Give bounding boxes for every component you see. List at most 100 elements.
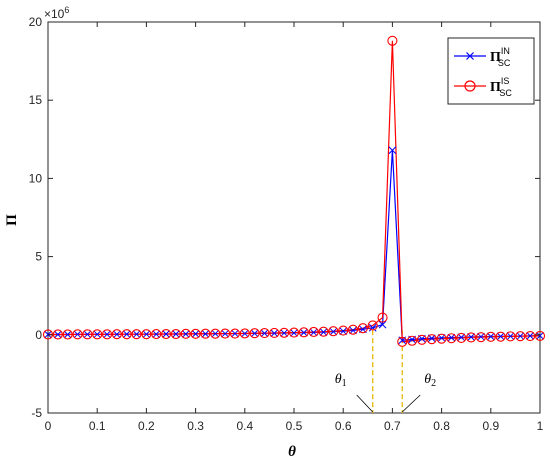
x-tick-label: 0 <box>45 419 52 433</box>
data-point-series-1 <box>319 328 328 336</box>
data-point-series-2 <box>466 332 477 343</box>
data-point-series-1 <box>309 328 318 337</box>
data-point-series-1 <box>250 329 259 338</box>
data-point-series-2 <box>367 320 378 331</box>
legend-entry-series-1: ΠIN SC <box>454 46 511 68</box>
data-point-series-1 <box>359 325 367 334</box>
data-point-series-1 <box>270 329 279 338</box>
data-point-series-2 <box>357 323 368 334</box>
data-point-series-2 <box>426 334 437 345</box>
data-point-series-1 <box>486 332 495 341</box>
data-point-series-1 <box>181 330 190 338</box>
x-tick-label: 0.8 <box>433 419 450 433</box>
data-point-series-1 <box>437 334 446 342</box>
y-tick-label: 20 <box>29 15 43 29</box>
legend-marker-x-icon <box>466 52 474 60</box>
data-point-series-1 <box>526 332 535 340</box>
data-point-series-2 <box>239 328 250 339</box>
data-point-series-2 <box>131 329 142 340</box>
data-point-series-2 <box>82 329 93 340</box>
y-tick-label: 0 <box>35 328 42 342</box>
data-point-series-2 <box>308 326 319 338</box>
data-point-series-2 <box>141 329 152 340</box>
data-point-series-2 <box>92 329 103 340</box>
data-point-series-1 <box>280 329 289 337</box>
data-point-series-2 <box>505 331 516 342</box>
data-point-series-1 <box>467 333 475 341</box>
data-point-series-2 <box>298 327 309 338</box>
data-point-series-1 <box>260 329 269 338</box>
data-point-series-2 <box>495 331 506 342</box>
data-point-series-2 <box>72 329 83 340</box>
data-point-series-1 <box>53 330 62 339</box>
data-point-series-2 <box>397 336 408 347</box>
data-point-series-1 <box>103 330 111 339</box>
data-point-series-2 <box>101 329 113 340</box>
data-point-series-1 <box>299 328 308 337</box>
data-point-series-2 <box>249 328 260 339</box>
data-point-series-2 <box>151 328 162 340</box>
data-point-series-2 <box>318 326 329 337</box>
data-point-series-2 <box>52 329 63 340</box>
data-point-series-1 <box>290 329 298 337</box>
data-point-series-2 <box>436 333 447 344</box>
data-point-series-2 <box>377 312 388 323</box>
data-point-series-2 <box>210 328 221 339</box>
data-point-series-2 <box>485 331 496 342</box>
data-point-series-1 <box>457 333 466 342</box>
data-point-series-2 <box>62 329 73 340</box>
x-tick-label: 0.2 <box>138 419 155 433</box>
data-point-series-1 <box>142 330 151 339</box>
data-point-series-1 <box>93 330 102 339</box>
x-tick-label: 0.6 <box>335 419 352 433</box>
data-point-series-1 <box>427 334 436 343</box>
data-point-series-1 <box>191 330 200 338</box>
legend-box <box>447 37 535 105</box>
data-point-series-2 <box>111 329 122 340</box>
data-point-series-2 <box>229 328 241 339</box>
legend-label-series-1: ΠIN SC <box>490 46 511 68</box>
data-point-series-1 <box>162 330 170 338</box>
data-point-series-2 <box>180 328 191 339</box>
data-point-series-2 <box>475 332 487 343</box>
data-point-series-1 <box>506 332 515 341</box>
y-tick-label: 15 <box>29 93 43 107</box>
data-point-series-1 <box>496 332 505 341</box>
data-point-series-1 <box>329 327 338 336</box>
x-axis-label: θ <box>288 444 296 460</box>
legend-label-series-2: ΠIS SC <box>490 76 512 98</box>
data-point-series-1 <box>201 330 210 338</box>
data-point-series-1 <box>113 330 121 339</box>
data-point-series-2 <box>387 35 398 46</box>
data-point-series-2 <box>161 328 172 340</box>
series-layer <box>42 35 546 347</box>
annotation-leader-1 <box>356 394 374 413</box>
x-tick-label: 1 <box>537 419 544 433</box>
data-point-series-2 <box>190 328 201 339</box>
data-point-series-1 <box>388 146 397 155</box>
y-tick-label: 10 <box>29 171 43 185</box>
data-point-series-2 <box>407 335 418 346</box>
x-tick-label: 0.4 <box>236 419 253 433</box>
x-tick-label: 0.3 <box>187 419 204 433</box>
data-point-series-2 <box>534 330 546 341</box>
data-point-series-1 <box>83 330 92 339</box>
data-point-series-2 <box>338 325 349 336</box>
data-point-series-1 <box>122 330 131 339</box>
y-tick-label: 5 <box>35 250 42 264</box>
data-point-series-1 <box>221 329 229 338</box>
data-point-series-2 <box>220 328 231 339</box>
annotation-leader-2 <box>401 394 421 413</box>
x-tick-label: 0.9 <box>482 419 499 433</box>
data-point-series-1 <box>368 323 377 332</box>
data-point-series-1 <box>211 329 220 338</box>
data-point-series-2 <box>279 327 290 338</box>
legend-entry-series-2: ΠIS SC <box>454 76 512 98</box>
data-point-series-2 <box>121 329 132 340</box>
y-axis-label: Π <box>4 214 20 226</box>
data-point-series-2 <box>200 328 211 339</box>
data-point-series-1 <box>231 329 239 338</box>
data-point-series-2 <box>170 328 181 340</box>
y-tick-label: -5 <box>31 406 42 420</box>
x-tick-label: 0.7 <box>384 419 401 433</box>
